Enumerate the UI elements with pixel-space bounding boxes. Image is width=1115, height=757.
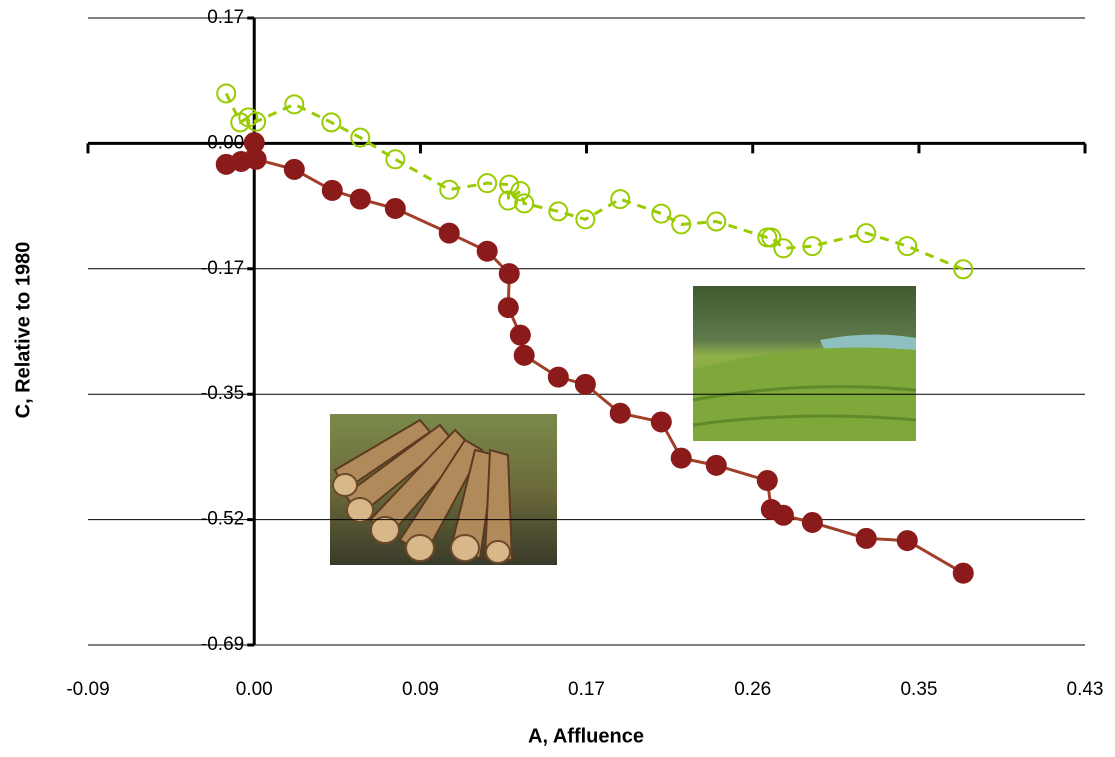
point xyxy=(245,148,267,170)
point xyxy=(283,158,305,180)
point xyxy=(476,240,498,262)
x-tick-label: 0.26 xyxy=(734,679,771,700)
point xyxy=(897,236,918,257)
y-tick-label: -0.17 xyxy=(201,258,244,279)
point xyxy=(514,193,535,214)
point xyxy=(705,454,727,476)
photo-logs xyxy=(330,414,557,565)
point xyxy=(609,402,631,424)
point xyxy=(671,214,692,235)
point xyxy=(855,527,877,549)
point xyxy=(385,149,406,170)
point xyxy=(574,373,596,395)
point xyxy=(761,227,782,248)
point xyxy=(547,366,569,388)
x-tick-label: 0.09 xyxy=(402,679,439,700)
point xyxy=(953,259,974,280)
point xyxy=(349,188,371,210)
y-tick-label: -0.52 xyxy=(201,509,244,530)
y-tick-label: -0.69 xyxy=(201,634,244,655)
point xyxy=(350,127,371,148)
point xyxy=(773,238,794,259)
point xyxy=(802,236,823,257)
point xyxy=(384,198,406,220)
x-tick-label: 0.43 xyxy=(1067,679,1104,700)
point xyxy=(513,344,535,366)
x-tick-label: 0.00 xyxy=(236,679,273,700)
y-tick-label: -0.35 xyxy=(201,383,244,404)
point xyxy=(896,530,918,552)
y-tick-label: 0.17 xyxy=(207,7,244,28)
point xyxy=(510,181,531,202)
x-tick-label: -0.09 xyxy=(66,679,109,700)
point xyxy=(772,504,794,526)
point xyxy=(801,512,823,534)
point xyxy=(952,562,974,584)
x-tick-label: 0.17 xyxy=(568,679,605,700)
point xyxy=(497,297,519,319)
point xyxy=(216,83,237,104)
point xyxy=(509,324,531,346)
point xyxy=(438,222,460,244)
point xyxy=(706,211,727,232)
x-axis-title: A, Affluence xyxy=(528,725,644,747)
point xyxy=(650,411,672,433)
series-line xyxy=(224,92,964,271)
point xyxy=(477,173,498,194)
point xyxy=(439,179,460,200)
point xyxy=(499,174,520,195)
point xyxy=(670,447,692,469)
x-tick-label: 0.35 xyxy=(900,679,937,700)
point xyxy=(610,189,631,210)
point xyxy=(651,203,672,224)
point xyxy=(246,111,267,132)
photo-tea-field xyxy=(692,286,917,441)
point xyxy=(284,94,305,115)
point xyxy=(756,470,778,492)
axes: 0.170.00-0.17-0.35-0.52-0.69-0.09 0.00 0.0… xyxy=(66,7,1103,700)
point xyxy=(498,263,520,285)
point xyxy=(575,209,596,230)
y-axis-title: C, Relative to 1980 xyxy=(12,242,34,419)
point xyxy=(321,112,342,133)
point xyxy=(321,179,343,201)
point xyxy=(856,223,877,244)
point xyxy=(548,201,569,222)
